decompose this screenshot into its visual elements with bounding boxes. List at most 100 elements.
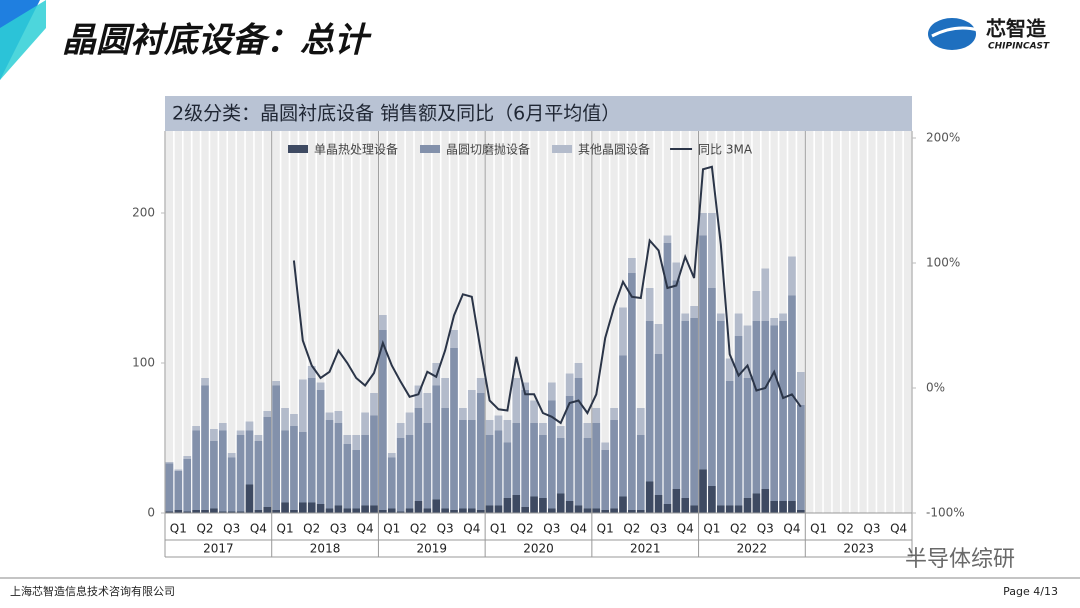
- bar-segment: [654, 324, 663, 354]
- bar-segment: [441, 408, 449, 509]
- month-stripe: [370, 131, 378, 513]
- logo-text: 芯智造: [986, 17, 1047, 41]
- bar-segment: [414, 501, 423, 513]
- bar-segment: [708, 486, 716, 513]
- bar-segment: [494, 505, 503, 513]
- quarter-label: Q1: [383, 522, 400, 536]
- month-stripe: [610, 131, 618, 513]
- bar-segment: [770, 318, 779, 326]
- month-stripe: [903, 131, 912, 513]
- month-stripe: [334, 131, 343, 513]
- month-stripe: [468, 131, 476, 513]
- bar-segment: [423, 508, 432, 513]
- bar-segment: [218, 430, 227, 512]
- bar-segment: [663, 235, 672, 243]
- bar-segment: [165, 462, 174, 464]
- month-stripe: [512, 131, 520, 513]
- bar-segment: [245, 421, 254, 431]
- bar-segment: [183, 511, 192, 513]
- legend-label: 其他晶圆设备: [578, 143, 650, 157]
- bar-segment: [423, 393, 432, 423]
- bar-segment: [414, 385, 423, 408]
- bar-segment: [752, 291, 761, 321]
- bar-segment: [334, 423, 343, 506]
- bar-segment: [361, 435, 369, 506]
- bar-segment: [236, 430, 245, 435]
- chart-title-bar: [165, 96, 912, 131]
- line-series: [292, 165, 802, 425]
- month-stripe: [654, 131, 663, 513]
- month-stripe: [886, 131, 894, 513]
- bar-segment: [334, 505, 343, 513]
- bar-segment: [636, 435, 645, 510]
- bar-segment: [547, 382, 556, 401]
- quarter-label: Q2: [410, 522, 427, 536]
- bar-segment: [565, 373, 574, 396]
- bar-segment: [636, 510, 645, 513]
- bar-segment: [263, 417, 272, 507]
- month-stripe: [459, 131, 467, 513]
- year-label: 2018: [310, 542, 341, 556]
- bar-segment: [628, 273, 636, 510]
- month-stripe: [432, 131, 440, 513]
- year-label: 2023: [843, 542, 874, 556]
- month-stripe: [397, 131, 405, 513]
- quarter-label: Q2: [730, 522, 747, 536]
- month-stripe: [850, 131, 858, 513]
- bar-segment: [201, 510, 209, 513]
- bar-segment: [574, 378, 583, 506]
- month-stripe: [236, 131, 245, 513]
- bar-segment: [592, 423, 601, 509]
- bar-segment: [699, 469, 707, 513]
- legend-label: 同比 3MA: [698, 143, 753, 157]
- bar-segment: [379, 330, 387, 510]
- month-stripe: [823, 131, 832, 513]
- month-stripe: [201, 131, 209, 513]
- bar-segment: [263, 411, 272, 417]
- bar-segment: [796, 372, 805, 405]
- bar-segment: [494, 415, 503, 431]
- bar-segment: [663, 504, 672, 513]
- month-stripe: [343, 131, 351, 513]
- quarter-label: Q1: [170, 522, 187, 536]
- bar-segment: [734, 313, 743, 336]
- month-stripe: [503, 131, 512, 513]
- bar-segment: [325, 412, 334, 420]
- year-label: 2020: [523, 542, 554, 556]
- footer-company: 上海芯智造信息技术咨询有限公司: [10, 584, 175, 598]
- plot-area: 0 100 200 -100% 0% 100% 200% Q1 Q2 Q3 Q4 Q1 Q2 Q3 Q4 Q1…: [132, 131, 965, 558]
- bar-segment: [699, 235, 707, 470]
- bar-segment: [192, 426, 200, 431]
- bar-segment: [645, 481, 654, 513]
- bar-segment: [361, 412, 369, 435]
- month-stripe: [325, 131, 334, 513]
- bar-segment: [165, 511, 174, 513]
- bar-segment: [716, 313, 725, 321]
- bar-segment: [272, 385, 281, 510]
- quarter-label: Q4: [570, 522, 587, 536]
- bar-segment: [245, 484, 254, 513]
- y-tick-label: 200: [132, 206, 155, 220]
- bar-segment: [281, 430, 289, 503]
- bar-segment: [583, 438, 592, 509]
- bar-segment: [788, 501, 796, 513]
- bar-segment: [636, 408, 645, 435]
- month-stripe: [601, 131, 609, 513]
- bar-segment: [521, 390, 530, 507]
- bar-segment: [290, 414, 298, 426]
- bar-segment: [601, 510, 610, 513]
- quarter-label: Q3: [863, 522, 880, 536]
- bar-segment: [779, 501, 787, 513]
- year-label: 2019: [417, 542, 448, 556]
- bar-segment: [441, 378, 449, 408]
- bar-segment: [174, 510, 183, 513]
- bar-segment: [512, 378, 521, 423]
- bar-segment: [467, 420, 476, 509]
- bar-segment: [192, 430, 200, 510]
- bar-segment: [210, 441, 218, 509]
- bar-segment: [716, 505, 725, 513]
- month-stripe: [895, 131, 903, 513]
- bar-segment: [281, 502, 289, 513]
- bar-segment: [307, 366, 316, 378]
